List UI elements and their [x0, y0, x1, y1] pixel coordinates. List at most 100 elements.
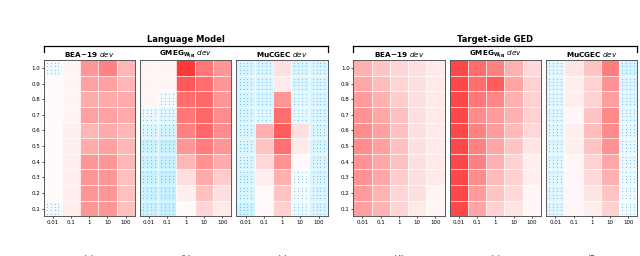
Bar: [564, 76, 582, 91]
Bar: [450, 201, 468, 216]
Bar: [426, 91, 445, 107]
Bar: [523, 169, 541, 185]
Bar: [601, 107, 619, 123]
Bar: [62, 123, 80, 138]
Bar: [426, 60, 445, 76]
Bar: [390, 91, 408, 107]
Bar: [408, 138, 426, 154]
Bar: [486, 91, 504, 107]
Title: $\mathbf{MuCGEC}$ $\mathit{dev}$: $\mathbf{MuCGEC}$ $\mathit{dev}$: [256, 50, 308, 59]
Bar: [255, 123, 273, 138]
Bar: [116, 123, 135, 138]
Bar: [504, 123, 523, 138]
Bar: [390, 123, 408, 138]
Bar: [582, 123, 601, 138]
Bar: [546, 123, 564, 138]
Bar: [390, 154, 408, 169]
Bar: [158, 60, 177, 76]
Bar: [44, 201, 62, 216]
Text: Language Model: Language Model: [147, 35, 225, 44]
Bar: [486, 169, 504, 185]
Bar: [450, 154, 468, 169]
Bar: [426, 76, 445, 91]
Bar: [62, 201, 80, 216]
Bar: [390, 107, 408, 123]
Bar: [564, 185, 582, 201]
Bar: [273, 169, 291, 185]
Bar: [291, 185, 309, 201]
Bar: [177, 154, 195, 169]
Bar: [546, 91, 564, 107]
Bar: [116, 185, 135, 201]
Bar: [213, 91, 231, 107]
Bar: [504, 91, 523, 107]
Bar: [372, 169, 390, 185]
Bar: [408, 201, 426, 216]
Bar: [273, 185, 291, 201]
Bar: [408, 91, 426, 107]
Bar: [486, 76, 504, 91]
Bar: [236, 60, 255, 76]
Bar: [504, 107, 523, 123]
Bar: [236, 107, 255, 123]
Bar: [353, 91, 372, 107]
Bar: [195, 60, 213, 76]
Bar: [408, 123, 426, 138]
Bar: [372, 154, 390, 169]
Bar: [372, 76, 390, 91]
Bar: [309, 107, 328, 123]
Bar: [353, 201, 372, 216]
Bar: [195, 107, 213, 123]
Bar: [601, 201, 619, 216]
Bar: [158, 154, 177, 169]
Bar: [450, 60, 468, 76]
Bar: [99, 201, 116, 216]
Bar: [523, 76, 541, 91]
Bar: [390, 185, 408, 201]
Bar: [80, 91, 99, 107]
Bar: [468, 91, 486, 107]
Bar: [116, 154, 135, 169]
Bar: [140, 60, 158, 76]
Bar: [408, 76, 426, 91]
Bar: [195, 169, 213, 185]
Bar: [80, 169, 99, 185]
Title: $\mathbf{GMEG}_{\mathbf{W_{IKI}}}$ $\mathit{dev}$: $\mathbf{GMEG}_{\mathbf{W_{IKI}}}$ $\mat…: [468, 49, 522, 60]
Bar: [44, 76, 62, 91]
Bar: [523, 107, 541, 123]
Bar: [309, 123, 328, 138]
Bar: [44, 123, 62, 138]
Bar: [195, 91, 213, 107]
Bar: [546, 76, 564, 91]
Bar: [213, 107, 231, 123]
Bar: [468, 169, 486, 185]
Bar: [486, 201, 504, 216]
Bar: [619, 169, 637, 185]
Bar: [158, 185, 177, 201]
Bar: [80, 76, 99, 91]
Bar: [236, 76, 255, 91]
Bar: [177, 91, 195, 107]
Bar: [353, 138, 372, 154]
Bar: [546, 107, 564, 123]
Bar: [408, 154, 426, 169]
Bar: [99, 169, 116, 185]
Bar: [546, 201, 564, 216]
Bar: [62, 185, 80, 201]
Bar: [273, 76, 291, 91]
Bar: [195, 154, 213, 169]
Bar: [177, 107, 195, 123]
Bar: [80, 123, 99, 138]
Bar: [601, 91, 619, 107]
Bar: [158, 123, 177, 138]
Bar: [116, 169, 135, 185]
Bar: [80, 138, 99, 154]
Bar: [372, 123, 390, 138]
Bar: [582, 60, 601, 76]
Bar: [158, 76, 177, 91]
Bar: [195, 185, 213, 201]
Bar: [372, 185, 390, 201]
Bar: [582, 91, 601, 107]
Bar: [255, 60, 273, 76]
Text: (f): (f): [588, 255, 596, 256]
